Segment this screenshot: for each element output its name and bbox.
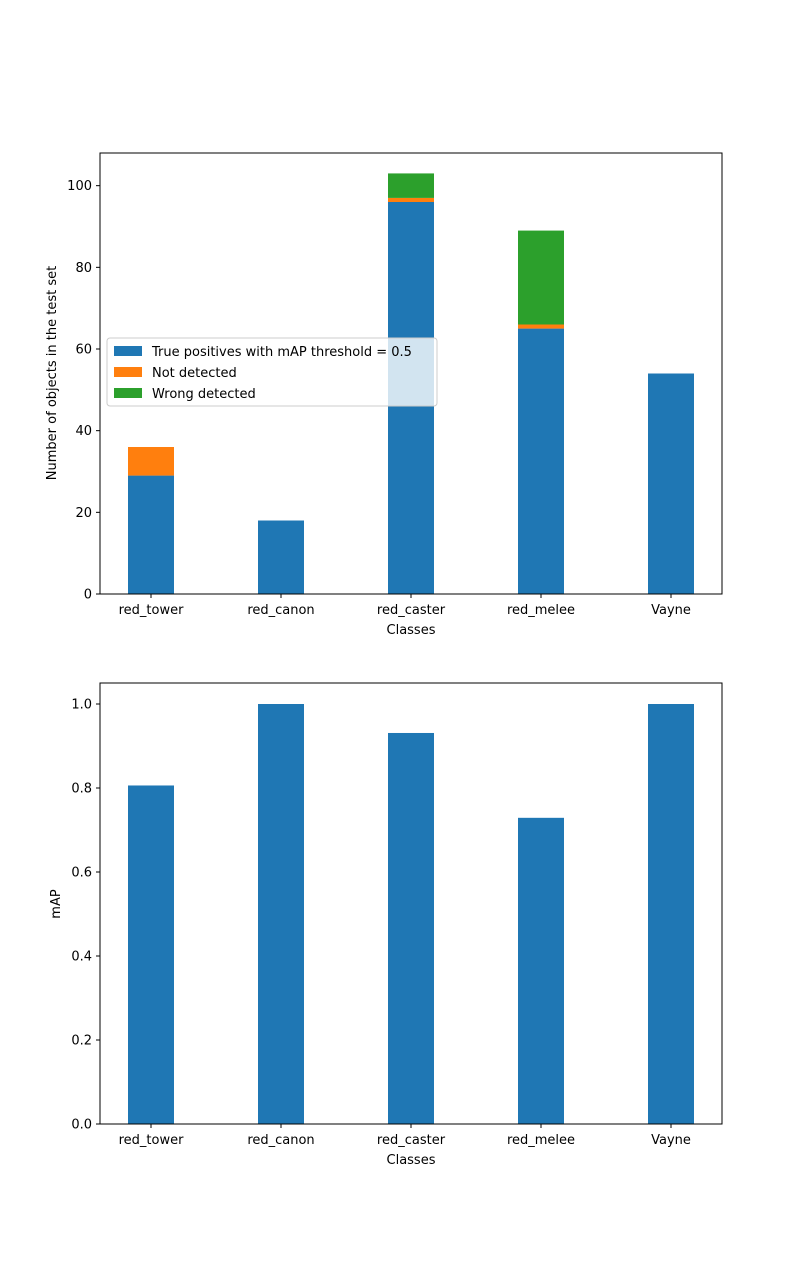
bar-red-tower	[128, 785, 174, 1124]
bars-group	[128, 704, 694, 1124]
y-tick-label: 0.6	[71, 866, 92, 881]
x-ticks: red_tower red_canon red_caster red_melee Vay…	[119, 594, 691, 618]
bar-red-canon	[258, 704, 304, 1124]
legend-label-true-positives: True positives with mAP threshold = 0.5	[151, 345, 412, 360]
y-ticks: 0 20 40 60 80 100	[67, 179, 100, 603]
bar-red-tower-true-positives-with-map-threshold-0-5	[128, 475, 174, 594]
y-tick-label: 0.8	[71, 782, 92, 797]
x-tick-label-red-caster: red_caster	[377, 603, 446, 618]
x-ticks: red_tower red_canon red_caster red_melee Vay…	[119, 1124, 691, 1148]
x-tick-label-vayne: Vayne	[651, 603, 691, 618]
y-tick-label: 1.0	[71, 698, 92, 713]
y-tick-label: 80	[75, 261, 92, 276]
x-axis-label: Classes	[387, 1153, 436, 1168]
legend: True positives with mAP threshold = 0.5 …	[106, 337, 438, 407]
bar-vayne	[648, 704, 694, 1124]
y-ticks: 0.0 0.2 0.4 0.6 0.8 1.0	[71, 698, 100, 1133]
stacked-bar-chart: 0 20 40 60 80 100 red_tower red_canon red_caste…	[45, 152, 723, 638]
y-tick-label: 60	[75, 343, 92, 358]
map-bar-chart: 0.00.20.40.60.81.0 red_tower red_canon red…	[49, 682, 723, 1168]
x-axis-label: Classes	[387, 623, 436, 638]
x-tick-label-red-caster: red_caster	[377, 1133, 446, 1148]
x-tick-label-red-melee: red_melee	[507, 603, 575, 618]
bars-group	[128, 173, 694, 594]
x-tick-label-red-melee: red_melee	[507, 1133, 575, 1148]
bar-red-melee-true-positives-with-map-threshold-0-5	[518, 328, 564, 594]
y-tick-label: 20	[75, 506, 92, 521]
legend-label-wrong-detected: Wrong detected	[152, 387, 256, 402]
y-tick-label: 0.0	[71, 1118, 92, 1133]
x-tick-label-red-tower: red_tower	[119, 603, 184, 618]
legend-swatch-true-positives	[114, 346, 142, 356]
bar-red-canon-true-positives-with-map-threshold-0-5	[258, 520, 304, 594]
bar-vayne-true-positives-with-map-threshold-0-5	[648, 373, 694, 594]
bar-red-melee-not-detected	[518, 324, 564, 329]
legend-box	[106, 337, 438, 407]
bar-red-caster-wrong-detected	[388, 173, 434, 198]
bar-red-caster-not-detected	[388, 197, 434, 202]
x-tick-label-red-canon: red_canon	[247, 1133, 314, 1148]
legend-swatch-not-detected	[114, 367, 142, 377]
bar-red-melee	[518, 817, 564, 1124]
y-tick-label: 40	[75, 424, 92, 439]
legend-swatch-wrong-detected	[114, 388, 142, 398]
legend-label-not-detected: Not detected	[152, 366, 237, 381]
bar-red-melee-wrong-detected	[518, 230, 564, 325]
y-axis-label: Number of objects in the test set	[45, 266, 60, 480]
y-tick-label: 0	[84, 588, 92, 603]
bar-red-tower-not-detected	[128, 447, 174, 476]
x-tick-label-vayne: Vayne	[651, 1133, 691, 1148]
bar-red-caster	[388, 732, 434, 1124]
y-tick-label: 0.2	[71, 1034, 92, 1049]
y-axis-label: mAP	[49, 889, 64, 919]
x-tick-label-red-tower: red_tower	[119, 1133, 184, 1148]
y-tick-label: 0.4	[71, 950, 92, 965]
y-tick-label: 100	[67, 179, 92, 194]
x-tick-label-red-canon: red_canon	[247, 603, 314, 618]
